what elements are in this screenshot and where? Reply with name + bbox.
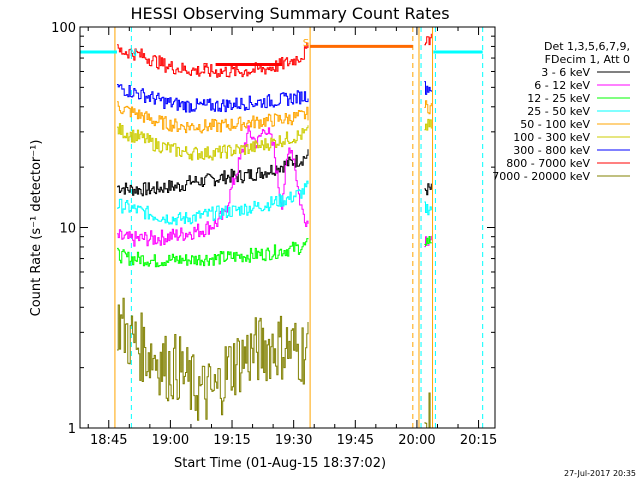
series-line-25-50-kev xyxy=(117,180,309,226)
series-line-100-300-kev xyxy=(117,123,309,161)
y-tick-label: 1 xyxy=(68,422,76,437)
series-line-3-6-kev xyxy=(117,149,309,197)
legend-label-300-800-kev: 300 - 800 keV xyxy=(513,144,590,157)
y-tick-label: 100 xyxy=(51,21,76,36)
series-line-7000-20000-kev xyxy=(117,297,309,421)
legend: Det 1,3,5,6,7,9,FDecim 1, Att 03 - 6 keV… xyxy=(492,40,630,183)
series-line-300-800-kev xyxy=(424,81,432,95)
legend-header: Det 1,3,5,6,7,9, xyxy=(544,40,630,53)
legend-label-25-50-kev: 25 - 50 keV xyxy=(527,105,590,118)
x-tick-label: 20:00 xyxy=(398,433,435,448)
x-tick-label: 19:15 xyxy=(213,433,250,448)
y-axis-label: Count Rate (s⁻¹ detector⁻¹) xyxy=(29,140,44,317)
series-line-50-100-kev xyxy=(424,100,432,115)
x-tick-label: 20:15 xyxy=(460,433,497,448)
legend-label-7000-20000-kev: 7000 - 20000 keV xyxy=(492,170,590,183)
legend-label-100-300-kev: 100 - 300 keV xyxy=(513,131,590,144)
series-line-12-25-kev xyxy=(117,238,309,268)
series-line-3-6-kev xyxy=(424,183,432,196)
series-line-800-7000-kev xyxy=(424,33,432,46)
annotation-label: S xyxy=(303,38,309,49)
series-line-100-300-kev xyxy=(424,118,432,131)
x-tick-label: 19:00 xyxy=(152,433,189,448)
y-tick-label: 10 xyxy=(59,222,76,237)
footer-date: 27-Jul-2017 20:35 xyxy=(564,469,636,478)
legend-label-50-100-kev: 50 - 100 keV xyxy=(520,118,590,131)
series-line-12-25-kev xyxy=(424,236,432,246)
chart-title: HESSI Observing Summary Count Rates xyxy=(130,4,449,23)
series-line-7000-20000-kev xyxy=(424,392,432,428)
legend-label-800-7000-kev: 800 - 7000 keV xyxy=(506,157,590,170)
x-axis: 18:45 19:00 19:15 19:30 19:45 20:00 20:15 xyxy=(87,27,497,448)
legend-label-3-6-kev: 3 - 6 keV xyxy=(541,66,590,79)
series-line-50-100-kev xyxy=(117,101,309,134)
legend-label-6-12-kev: 6 - 12 keV xyxy=(534,79,590,92)
x-tick-label: 19:30 xyxy=(275,433,312,448)
series-line-800-7000-kev xyxy=(117,42,309,78)
series-line-6-12-kev xyxy=(117,125,309,247)
series-line-300-800-kev xyxy=(117,84,309,113)
x-axis-label: Start Time (01-Aug-15 18:37:02) xyxy=(174,456,386,471)
legend-label-12-25-kev: 12 - 25 keV xyxy=(527,92,590,105)
annotation-label: N xyxy=(130,48,137,59)
annotation-label: F xyxy=(202,62,208,73)
x-tick-label: 18:45 xyxy=(90,433,127,448)
x-tick-label: 19:45 xyxy=(337,433,374,448)
y-axis: 1 10 100 xyxy=(51,21,495,437)
series-line-25-50-kev xyxy=(424,201,432,216)
legend-header: FDecim 1, Att 0 xyxy=(545,53,630,66)
